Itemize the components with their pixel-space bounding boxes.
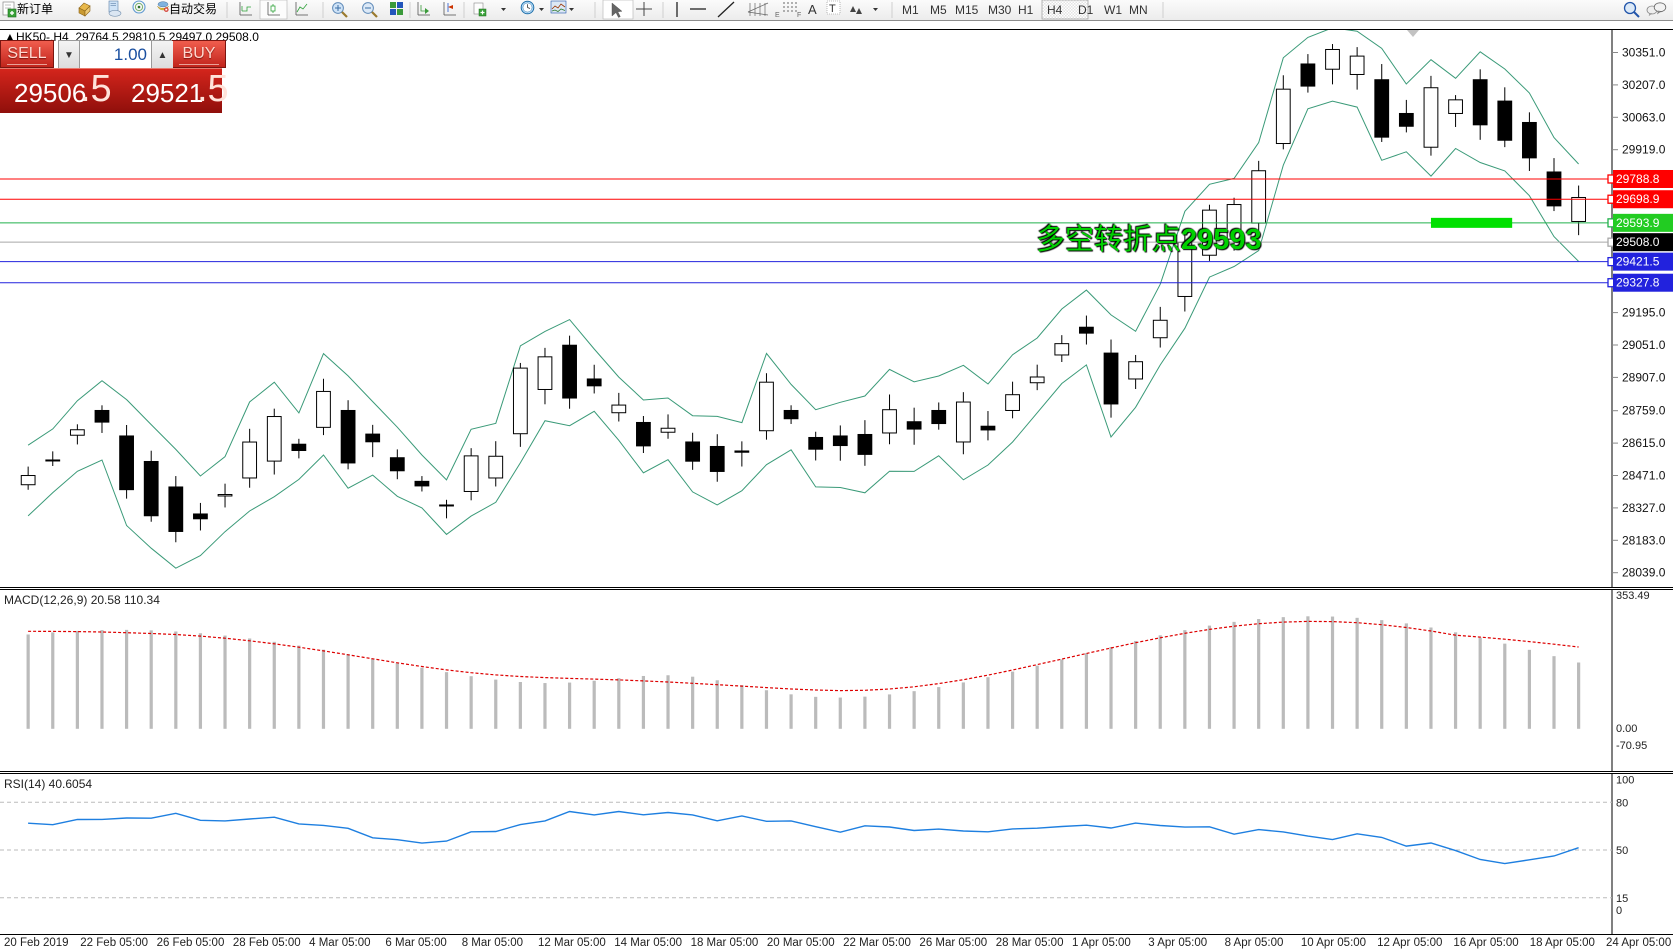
svg-text:28759.0: 28759.0 [1622,404,1666,418]
svg-text:T: T [829,3,836,15]
svg-text:29788.8: 29788.8 [1616,172,1660,186]
svg-text:28 Feb 05:00: 28 Feb 05:00 [233,937,301,949]
svg-text:12 Apr 05:00: 12 Apr 05:00 [1377,937,1442,949]
svg-text:28327.0: 28327.0 [1622,501,1666,515]
svg-text:E: E [775,12,780,19]
svg-text:M5: M5 [930,3,947,17]
svg-text:28907.0: 28907.0 [1622,370,1666,384]
svg-text:80: 80 [1616,797,1628,809]
svg-text:MACD(12,26,9) 20.58 110.34: MACD(12,26,9) 20.58 110.34 [4,593,160,607]
svg-text:8 Mar 05:00: 8 Mar 05:00 [462,937,523,949]
svg-text:28183.0: 28183.0 [1622,533,1666,547]
svg-text:100: 100 [1616,774,1634,786]
svg-text:MN: MN [1129,3,1148,17]
svg-text:F: F [797,12,801,19]
svg-text:0: 0 [1616,905,1622,917]
svg-text:4 Mar 05:00: 4 Mar 05:00 [309,937,370,949]
svg-text:-70.95: -70.95 [1616,740,1647,752]
svg-text:自动交易: 自动交易 [169,1,217,16]
svg-text:29593.9: 29593.9 [1616,216,1660,230]
svg-text:M30: M30 [988,3,1012,17]
svg-text:29327.8: 29327.8 [1616,276,1660,290]
svg-text:多空转折点29593: 多空转折点29593 [1036,223,1262,256]
svg-text:1 Apr 05:00: 1 Apr 05:00 [1072,937,1131,949]
svg-text:29195.0: 29195.0 [1622,306,1666,320]
svg-text:8 Apr 05:00: 8 Apr 05:00 [1225,937,1284,949]
svg-text:20 Mar 05:00: 20 Mar 05:00 [767,937,835,949]
svg-text:30207.0: 30207.0 [1622,78,1666,92]
svg-text:0.00: 0.00 [1616,723,1637,735]
svg-text:H4: H4 [1047,3,1063,17]
svg-text:26 Feb 05:00: 26 Feb 05:00 [157,937,225,949]
svg-text:RSI(14) 40.6054: RSI(14) 40.6054 [4,777,92,791]
svg-text:H1: H1 [1018,3,1034,17]
svg-text:M15: M15 [955,3,979,17]
svg-text:28 Mar 05:00: 28 Mar 05:00 [996,937,1064,949]
svg-text:M1: M1 [902,3,919,17]
svg-text:50: 50 [1616,845,1628,857]
svg-text:26 Mar 05:00: 26 Mar 05:00 [919,937,987,949]
svg-text:20 Feb 2019: 20 Feb 2019 [4,937,69,949]
svg-text:6 Mar 05:00: 6 Mar 05:00 [385,937,446,949]
svg-text:16 Apr 05:00: 16 Apr 05:00 [1453,937,1518,949]
svg-text:22 Feb 05:00: 22 Feb 05:00 [80,937,148,949]
svg-text:10 Apr 05:00: 10 Apr 05:00 [1301,937,1366,949]
svg-text:A: A [808,2,817,17]
svg-text:W1: W1 [1104,3,1122,17]
svg-text:29919.0: 29919.0 [1622,143,1666,157]
svg-text:29698.9: 29698.9 [1616,192,1660,206]
svg-text:29421.5: 29421.5 [1616,255,1660,269]
svg-text:28039.0: 28039.0 [1622,566,1666,580]
svg-text:29051.0: 29051.0 [1622,338,1666,352]
svg-text:28471.0: 28471.0 [1622,469,1666,483]
svg-text:18 Mar 05:00: 18 Mar 05:00 [691,937,759,949]
svg-text:24 Apr 05:00: 24 Apr 05:00 [1606,937,1671,949]
svg-text:18 Apr 05:00: 18 Apr 05:00 [1530,937,1595,949]
svg-text:15: 15 [1616,893,1628,905]
svg-text:30351.0: 30351.0 [1622,46,1666,60]
svg-text:D1: D1 [1078,3,1094,17]
svg-text:新订单: 新订单 [17,1,53,16]
svg-text:22 Mar 05:00: 22 Mar 05:00 [843,937,911,949]
svg-text:29508.0: 29508.0 [1616,235,1660,249]
svg-text:12 Mar 05:00: 12 Mar 05:00 [538,937,606,949]
svg-text:353.49: 353.49 [1616,590,1650,602]
svg-text:28615.0: 28615.0 [1622,436,1666,450]
svg-text:14 Mar 05:00: 14 Mar 05:00 [614,937,682,949]
svg-text:30063.0: 30063.0 [1622,110,1666,124]
svg-text:3 Apr 05:00: 3 Apr 05:00 [1148,937,1207,949]
